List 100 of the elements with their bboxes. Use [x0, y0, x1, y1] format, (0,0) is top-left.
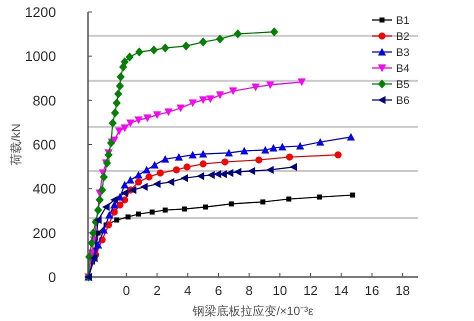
point — [134, 116, 142, 124]
point — [346, 132, 355, 140]
point — [207, 170, 215, 179]
y-tick-label: 400 — [32, 180, 56, 197]
point — [182, 42, 190, 51]
legend-label: B2 — [396, 31, 410, 43]
point — [162, 208, 168, 213]
point — [153, 180, 161, 188]
point — [108, 118, 117, 128]
point — [102, 202, 110, 211]
point — [224, 148, 233, 156]
point — [255, 156, 262, 164]
point — [143, 114, 152, 122]
point — [350, 192, 356, 198]
point — [112, 98, 121, 108]
point — [203, 204, 208, 210]
point — [252, 84, 260, 92]
point — [100, 226, 108, 234]
point — [200, 160, 207, 168]
point — [286, 154, 294, 161]
point — [226, 168, 234, 177]
point — [269, 144, 278, 152]
point — [100, 172, 108, 182]
point — [120, 180, 129, 188]
point — [298, 78, 306, 86]
point — [216, 34, 224, 44]
point — [111, 108, 120, 118]
point — [126, 176, 134, 184]
point — [94, 206, 102, 215]
point — [260, 199, 266, 204]
x-tick-label: 0 — [122, 283, 130, 298]
x-tick-label: 8 — [246, 283, 253, 298]
point — [94, 216, 102, 224]
x-tick-label: 4 — [184, 283, 192, 298]
y-tick-label: 1000 — [24, 48, 56, 64]
point — [199, 38, 208, 47]
point — [128, 186, 136, 194]
y-tick-label: 600 — [32, 136, 56, 152]
point — [176, 104, 185, 112]
point — [166, 178, 174, 186]
point — [126, 52, 134, 62]
point — [174, 153, 183, 161]
point — [134, 170, 142, 178]
point — [206, 96, 214, 104]
point — [196, 172, 204, 180]
point — [248, 167, 256, 175]
point — [221, 158, 228, 166]
point — [199, 96, 208, 104]
legend-label: B5 — [396, 79, 410, 91]
point — [266, 166, 274, 174]
point — [115, 128, 124, 136]
point — [180, 174, 188, 182]
y-tick-label: 800 — [32, 92, 56, 108]
point — [126, 214, 131, 220]
point — [135, 178, 142, 186]
point — [105, 210, 114, 218]
point — [184, 164, 190, 171]
point — [316, 194, 322, 200]
x-tick-label: 6 — [214, 283, 222, 298]
point — [96, 195, 104, 204]
point — [182, 206, 188, 212]
point — [270, 27, 278, 36]
point — [116, 72, 125, 82]
point — [228, 201, 234, 206]
point — [161, 43, 170, 52]
point — [150, 161, 159, 169]
point — [120, 57, 129, 66]
point — [172, 166, 180, 174]
legend-label: B6 — [396, 95, 410, 107]
point — [161, 155, 170, 163]
point — [234, 168, 242, 176]
point — [156, 169, 164, 176]
point — [98, 185, 106, 194]
legend-label: B1 — [396, 15, 410, 27]
point — [110, 201, 118, 209]
point — [114, 218, 120, 223]
point — [296, 142, 304, 150]
y-tick-label: 0 — [48, 269, 56, 285]
x-tick-label: 10 — [272, 283, 288, 298]
point — [261, 146, 270, 154]
point — [120, 124, 129, 132]
x-tick-label: 2 — [153, 283, 161, 298]
point — [334, 151, 342, 158]
point — [114, 89, 122, 98]
point — [216, 92, 224, 100]
legend-label: B3 — [396, 47, 410, 59]
point — [116, 202, 124, 209]
point — [135, 47, 144, 56]
y-tick-label: 1200 — [24, 4, 56, 20]
point — [229, 88, 238, 96]
point — [153, 111, 162, 119]
point — [234, 29, 242, 38]
point — [88, 238, 96, 248]
point — [188, 150, 197, 158]
point — [142, 166, 151, 174]
point — [136, 212, 141, 217]
point — [150, 210, 155, 215]
x-tick-label: 12 — [303, 283, 318, 298]
point — [266, 81, 274, 89]
point — [150, 45, 158, 54]
